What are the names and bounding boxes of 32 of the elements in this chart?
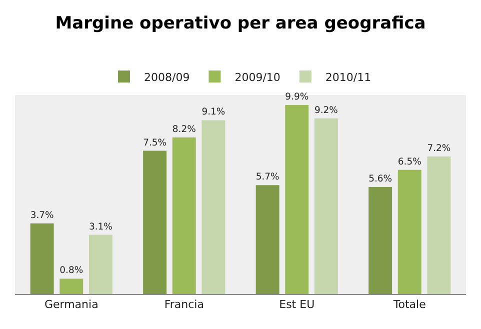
data-label: 8.2%	[172, 124, 196, 135]
bar	[285, 104, 309, 294]
bar	[398, 170, 422, 294]
bar	[143, 150, 167, 294]
bar	[60, 278, 84, 294]
legend-label: 2008/09	[144, 70, 190, 84]
data-label: 3.1%	[88, 221, 113, 232]
data-label: 5.6%	[368, 174, 392, 185]
bar	[172, 137, 196, 294]
data-label: 3.7%	[30, 210, 54, 221]
data-label: 9.9%	[285, 91, 309, 102]
bar	[88, 234, 112, 294]
bar	[368, 187, 392, 294]
x-tick-label: Germania	[44, 298, 98, 312]
legend-label: 2010/11	[325, 70, 372, 84]
bar	[314, 118, 338, 294]
chart-title: Margine operativo per area geografica	[55, 13, 426, 34]
bar	[202, 120, 226, 294]
x-tick-label: Francia	[164, 298, 204, 312]
data-label: 6.5%	[398, 156, 422, 168]
data-label: 9.1%	[202, 106, 226, 118]
data-label: 5.7%	[256, 172, 280, 183]
legend-label: 2009/10	[234, 70, 280, 84]
data-label: 7.5%	[143, 137, 167, 148]
bar	[256, 185, 280, 294]
bar	[30, 223, 54, 294]
data-label: 0.8%	[60, 265, 84, 276]
data-label: 9.2%	[314, 104, 338, 116]
x-tick-label: Totale	[392, 298, 426, 312]
data-label: 7.2%	[427, 142, 451, 154]
x-tick-label: Est EU	[279, 298, 315, 312]
bar	[427, 156, 451, 294]
